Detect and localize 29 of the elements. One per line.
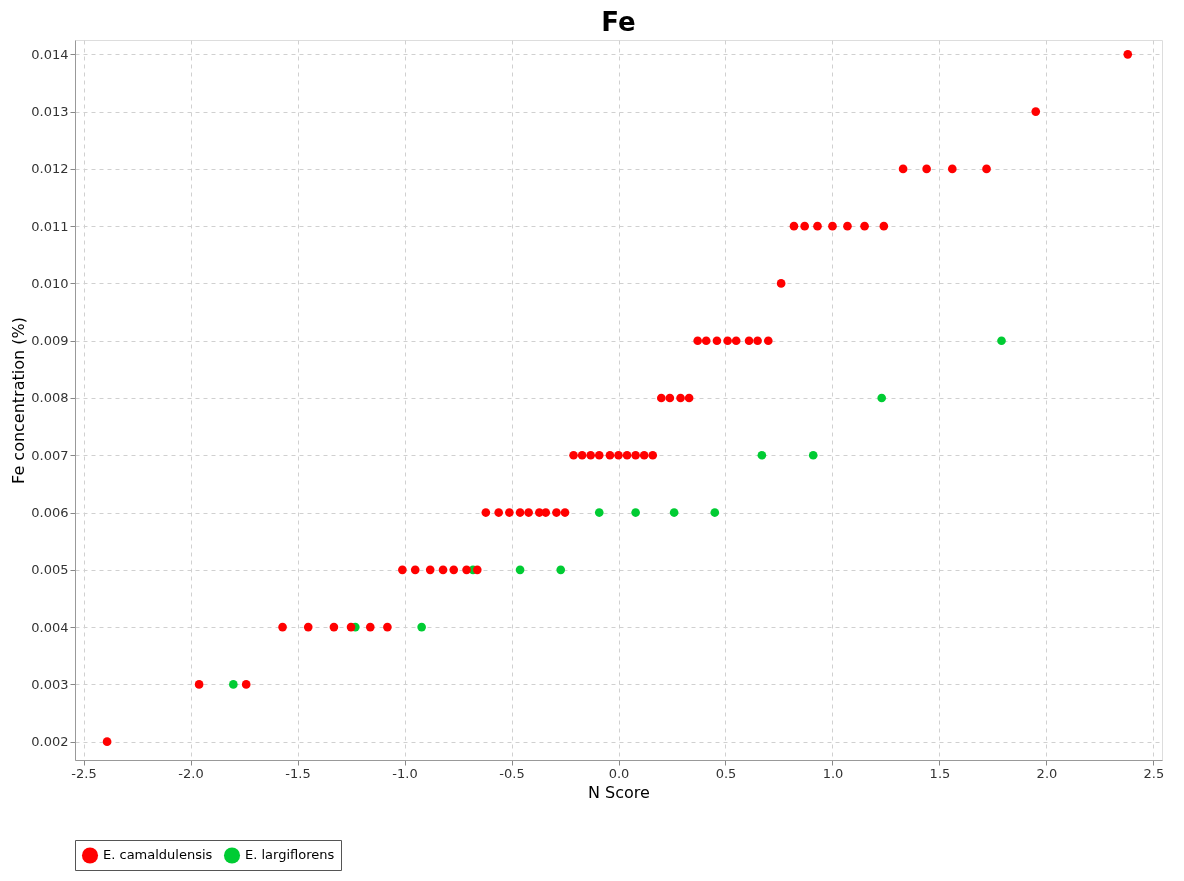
y-tick-label: 0.004 [31,619,69,635]
y-tick-label: 0.011 [31,218,69,234]
y-tick-label: 0.013 [31,104,69,120]
y-tick-label: 0.005 [31,562,69,578]
legend-label: E. camaldulensis [103,847,213,863]
y-axis-title: Fe concentration (%) [9,317,29,484]
x-tick-label: 1.5 [929,765,951,781]
x-tick-label: 2.0 [1036,765,1058,781]
x-tick-label: 0.0 [608,765,630,781]
x-tick-label: -2.0 [178,765,204,781]
x-tick-label: -0.5 [499,765,525,781]
y-tick-label: 0.002 [31,734,69,750]
x-tick-label: -1.5 [285,765,311,781]
legend-label: E. largiflorens [245,847,335,863]
y-tick-label: 0.007 [31,447,69,463]
y-tick-label: 0.009 [31,333,69,349]
x-tick-label: 2.5 [1143,765,1165,781]
y-tick-label: 0.008 [31,390,69,406]
y-tick-label: 0.006 [31,505,69,521]
y-tick-label: 0.012 [31,161,69,177]
y-tick-label: 0.010 [31,275,69,291]
x-tick-label: 0.5 [715,765,737,781]
x-axis-title: N Score [588,782,650,802]
x-tick-label: -2.5 [71,765,97,781]
x-tick-label: -1.0 [392,765,418,781]
x-tick-label: 1.0 [822,765,844,781]
y-tick-label: 0.003 [31,676,69,692]
chart-title: Fe [601,7,636,37]
y-tick-label: 0.014 [31,46,69,62]
